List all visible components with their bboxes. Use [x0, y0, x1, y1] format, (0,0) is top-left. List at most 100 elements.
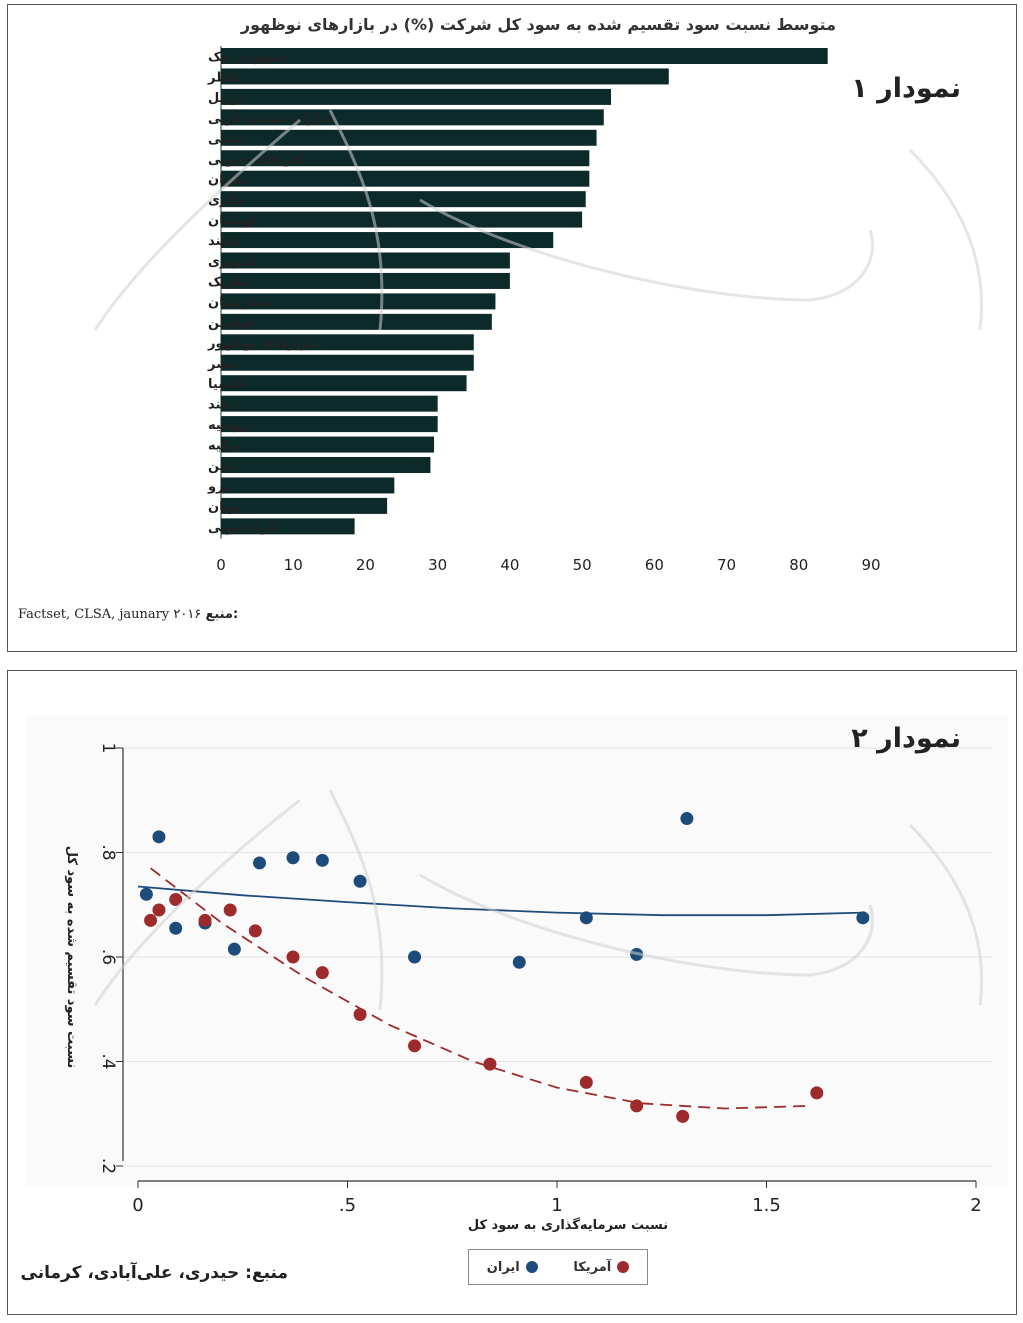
bar — [221, 395, 438, 412]
bar — [221, 170, 590, 187]
chart1-source: Factset, CLSA, jaunary ۲۰۱۶ منبع: — [18, 607, 238, 622]
bar-category-label: مصر — [207, 357, 237, 372]
bar — [221, 48, 828, 64]
chart2-panel: .2 .4 .6 .8 1 0 .5 1 1.5 2 نسبت سرمایه‌گذاری به سو… — [7, 670, 1017, 1315]
legend-marker-iran — [525, 1261, 538, 1273]
point-iran — [680, 812, 694, 826]
bar-category-label: برزیل — [208, 91, 245, 106]
point-america — [676, 1109, 690, 1123]
plot-background — [26, 716, 1008, 1186]
bar — [221, 272, 510, 289]
bar-category-label: پرو — [207, 479, 229, 494]
bar — [221, 375, 467, 392]
bar — [221, 88, 611, 105]
bar — [221, 191, 586, 208]
bar-category-label: قطر — [207, 70, 237, 85]
legend-label-iran: ایران — [486, 1259, 520, 1275]
point-iran — [579, 911, 593, 925]
bar-category-label: روسیه — [208, 418, 250, 433]
chart2-scatter-chart: .2 .4 .6 .8 1 0 .5 1 1.5 2 نسبت سرمایه‌گذاری به سو… — [26, 716, 1008, 1233]
chart2-legend: آمریکا ایران — [468, 1249, 648, 1285]
y-tick-label: .6 — [98, 949, 118, 965]
x-tick-label: 0 — [216, 556, 226, 574]
bar — [221, 354, 474, 371]
bar — [221, 334, 474, 351]
point-iran — [408, 950, 422, 964]
x-tick-label: 70 — [717, 556, 736, 574]
bar-category-label: اندونزی — [208, 255, 258, 270]
bar — [221, 211, 583, 228]
bar-category-label: فیلیپین — [208, 316, 255, 331]
legend-item-america: آمریکا — [573, 1259, 630, 1275]
bar — [221, 457, 431, 473]
bar-category-label: هند — [208, 398, 230, 413]
bar — [221, 518, 355, 535]
chart1-source-label: منبع: — [205, 607, 239, 622]
bar — [221, 416, 438, 433]
bar-category-label: تایوان — [208, 173, 246, 188]
x-tick-label: 80 — [789, 556, 808, 574]
bar-category-label: چین — [208, 459, 234, 474]
chart2-source: منبع: حیدری، علی‌آبادی، کرمانی — [20, 1263, 288, 1283]
x-tick-label: 90 — [861, 556, 880, 574]
point-america — [198, 913, 212, 927]
bar — [221, 252, 510, 269]
point-america — [169, 893, 183, 907]
point-iran — [169, 921, 183, 935]
bar — [221, 497, 388, 514]
chart1-number: نمودار ۱ — [851, 73, 961, 104]
point-iran — [353, 874, 367, 888]
bar — [221, 129, 597, 146]
y-axis-label: نسبت سود تقسیم شده به سود کل — [64, 846, 79, 1068]
point-america — [579, 1075, 593, 1089]
chart1-source-text: Factset, CLSA, jaunary ۲۰۱۶ — [18, 607, 202, 622]
bar-category-label: آفریقای جنوبی — [208, 150, 306, 167]
bar-category-label: لهستان — [208, 214, 256, 229]
point-iran — [315, 853, 329, 867]
bar-category-label: تایلند — [208, 234, 241, 249]
x-tick-label: 2 — [970, 1195, 981, 1216]
x-tick-label: 60 — [645, 556, 664, 574]
x-axis-label: نسبت سرمایه‌گذاری به سود کل — [468, 1217, 668, 1233]
x-tick-label: .5 — [339, 1195, 356, 1216]
point-america — [152, 903, 166, 917]
bar — [221, 232, 554, 249]
bar-category-label: ترکیه — [208, 439, 242, 454]
bar-category-label: کلمبیا — [208, 377, 246, 392]
bar-category-label: یونان — [208, 500, 242, 515]
bar-category-label: امارات متحده عربی — [208, 111, 332, 126]
x-tick-label: 1 — [551, 1195, 562, 1216]
point-america — [144, 913, 158, 927]
x-tick-label: 40 — [500, 556, 519, 574]
point-iran — [630, 947, 644, 961]
x-tick-label: 20 — [356, 556, 375, 574]
y-tick-label: .4 — [98, 1053, 118, 1069]
chart1-panel: متوسط نسبت سود تقسیم شده به سود کل شرکت … — [7, 4, 1017, 652]
chart1-title: متوسط نسبت سود تقسیم شده به سود کل شرکت … — [240, 15, 836, 34]
legend-label-america: آمریکا — [573, 1259, 612, 1275]
x-tick-label: 0 — [132, 1195, 143, 1216]
x-tick-label: 30 — [428, 556, 447, 574]
point-iran — [139, 887, 153, 901]
bar-category-label: بازارهای نوظهور — [207, 336, 317, 351]
y-tick-label: .2 — [98, 1158, 118, 1174]
y-tick-label: .8 — [98, 844, 118, 860]
point-iran — [512, 955, 526, 969]
point-america — [286, 950, 300, 964]
legend-marker-america — [617, 1261, 630, 1273]
bar — [221, 477, 395, 494]
bar-category-label: مجارستان — [208, 295, 272, 310]
point-america — [630, 1099, 644, 1113]
x-tick-label: 1.5 — [752, 1195, 781, 1216]
bar-category-label: مالزی — [208, 193, 246, 208]
legend-item-iran: ایران — [487, 1260, 538, 1275]
point-iran — [856, 911, 870, 925]
chart1-bar-chart: جمهوری چک قطر برزیل امارات متحده عربی شیلی آف… — [207, 46, 881, 574]
bar-category-label: شیلی — [208, 132, 245, 147]
point-iran — [152, 830, 166, 844]
point-iran — [253, 856, 267, 870]
chart2-number: نمودار ۲ — [851, 723, 961, 754]
bar — [221, 313, 492, 330]
bar — [221, 68, 669, 85]
x-tick-label: 50 — [573, 556, 592, 574]
